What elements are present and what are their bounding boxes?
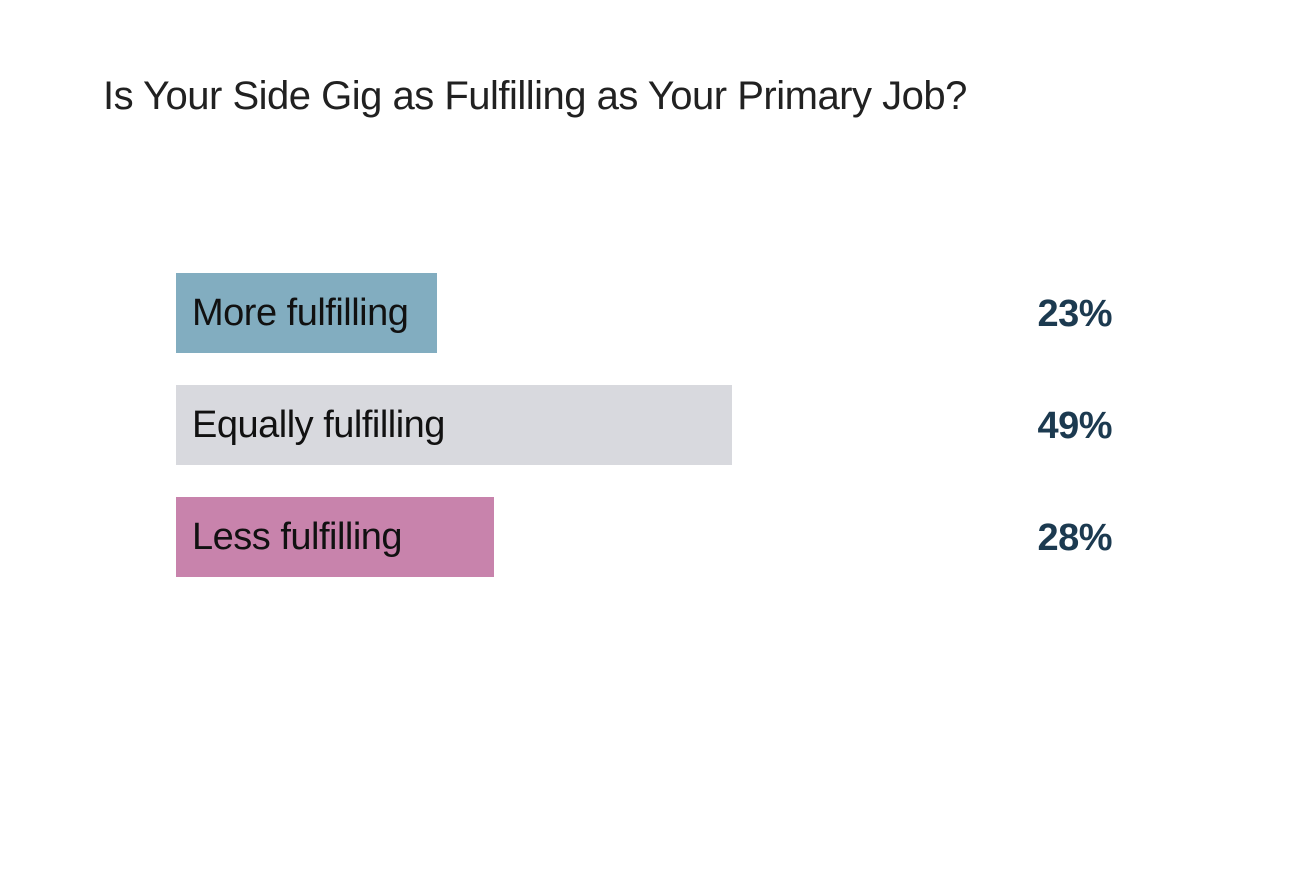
value-label: 23% xyxy=(1037,293,1112,336)
bar-row: Less fulfilling 28% xyxy=(176,497,1112,577)
bar-label: More fulfilling xyxy=(192,291,409,334)
bar-chart: More fulfilling 23% Equally fulfilling 4… xyxy=(176,273,1112,609)
chart-title: Is Your Side Gig as Fulfilling as Your P… xyxy=(103,74,967,118)
bar-equally-fulfilling: Equally fulfilling xyxy=(176,385,732,465)
value-label: 49% xyxy=(1037,405,1112,448)
bar-more-fulfilling: More fulfilling xyxy=(176,273,437,353)
bar-row: More fulfilling 23% xyxy=(176,273,1112,353)
bar-label: Equally fulfilling xyxy=(192,403,445,446)
bar-less-fulfilling: Less fulfilling xyxy=(176,497,494,577)
bar-label: Less fulfilling xyxy=(192,515,403,558)
value-label: 28% xyxy=(1037,517,1112,560)
bar-row: Equally fulfilling 49% xyxy=(176,385,1112,465)
